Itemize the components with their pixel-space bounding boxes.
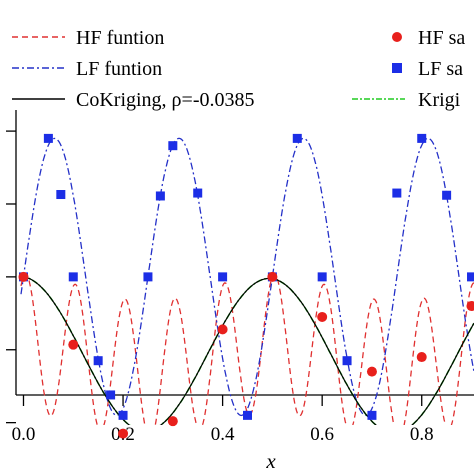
legend-entry-hf-samples: HF sa xyxy=(392,27,465,49)
hf-sample-marker xyxy=(68,339,79,350)
lf-sample-marker xyxy=(106,390,116,400)
legend: HF funtion LF funtion CoKriging, ρ=-0.03… xyxy=(0,10,474,111)
legend-lf-samples-label: LF sa xyxy=(418,58,463,80)
lf-sample-marker xyxy=(218,272,228,282)
lf-sample-marker xyxy=(56,190,66,200)
hf-sample-marker xyxy=(317,311,328,322)
hf-sample-marker xyxy=(466,301,474,312)
lf-sample-marker xyxy=(342,356,352,366)
lf-sample-marker xyxy=(292,133,302,143)
lf-sample-marker xyxy=(143,272,153,282)
lf-sample-marker xyxy=(155,191,165,201)
lf-sample-marker xyxy=(317,272,327,282)
axes xyxy=(15,90,474,396)
legend-entry-hf-function: HF funtion xyxy=(12,27,164,49)
legend-hf-function-label: HF funtion xyxy=(76,27,164,49)
x-tick-label-0: 0.0 xyxy=(12,424,36,445)
lf-sample-marker xyxy=(68,272,78,282)
x-axis-label: x xyxy=(265,449,276,473)
legend-hf-samples-label: HF sa xyxy=(418,27,465,49)
legend-lf-samples-marker xyxy=(392,63,402,73)
hf-sample-marker xyxy=(267,271,278,282)
lf-sample-marker xyxy=(93,356,103,366)
legend-entry-lf-samples: LF sa xyxy=(392,58,463,80)
hf-sample-marker xyxy=(18,271,29,282)
hf-sample-marker xyxy=(167,416,178,427)
y-ticks xyxy=(6,130,16,424)
legend-kriging-label: Krigi xyxy=(418,89,461,111)
x-tick-label-4: 0.8 xyxy=(410,424,434,445)
curves xyxy=(20,137,474,425)
hf-sample-marker xyxy=(366,366,377,377)
legend-entry-kriging: Krigi xyxy=(352,89,461,111)
legend-entry-lf-function: LF funtion xyxy=(12,58,162,80)
legend-lf-function-label: LF funtion xyxy=(76,58,162,80)
lf-function-line xyxy=(20,137,474,417)
legend-entry-cokriging: CoKriging, ρ=-0.0385 xyxy=(12,89,254,111)
hf-function-line xyxy=(20,273,474,425)
hf-sample-marker xyxy=(217,324,228,335)
lf-sample-marker xyxy=(467,272,474,282)
x-tick-label-2: 0.4 xyxy=(211,424,235,445)
lf-sample-marker xyxy=(168,141,178,151)
lf-sample-marker xyxy=(118,410,128,420)
lf-sample-marker xyxy=(417,133,427,143)
lf-sample-marker xyxy=(43,133,53,143)
lf-sample-marker xyxy=(442,190,452,200)
lf-sample-marker xyxy=(243,410,252,420)
hf-sample-marker xyxy=(118,428,129,439)
legend-cokriging-label: CoKriging, ρ=-0.0385 xyxy=(76,89,254,111)
legend-hf-samples-marker xyxy=(392,32,402,42)
kriging-line xyxy=(20,275,474,425)
x-tick-label-3: 0.6 xyxy=(310,424,334,445)
hf-sample-marker xyxy=(416,352,427,363)
lf-sample-marker xyxy=(193,188,203,198)
lf-sample-marker xyxy=(392,188,402,198)
sample-markers xyxy=(18,133,474,439)
x-ticks: 0.00.20.40.60.8 xyxy=(12,395,434,445)
cokriging-line xyxy=(20,276,474,425)
lf-sample-marker xyxy=(367,410,377,420)
legend-box xyxy=(0,10,474,110)
